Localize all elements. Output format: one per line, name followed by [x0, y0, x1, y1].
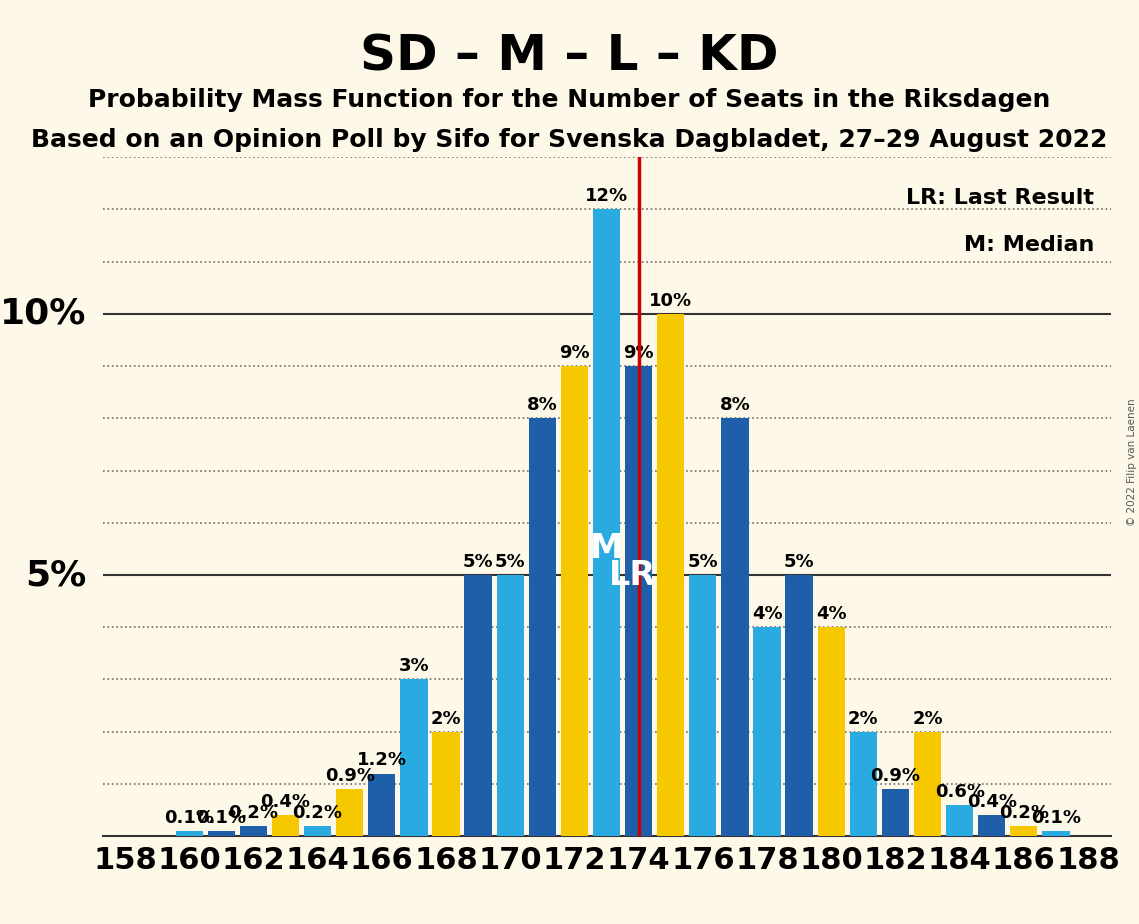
Text: 0.6%: 0.6% [935, 783, 984, 801]
Text: 5%: 5% [784, 553, 814, 571]
Bar [978, 815, 1006, 836]
Text: 0.1%: 0.1% [164, 808, 214, 827]
Text: LR: LR [608, 558, 656, 591]
Bar [528, 419, 556, 836]
Bar [593, 210, 620, 836]
Text: LR: Last Result: LR: Last Result [907, 188, 1095, 209]
Text: 12%: 12% [585, 188, 628, 205]
Bar [175, 831, 203, 836]
Bar [850, 732, 877, 836]
Bar [818, 627, 845, 836]
Bar [689, 575, 716, 836]
Text: 0.9%: 0.9% [870, 767, 920, 785]
Text: Probability Mass Function for the Number of Seats in the Riksdagen: Probability Mass Function for the Number… [89, 88, 1050, 112]
Text: 9%: 9% [559, 344, 590, 362]
Text: 10%: 10% [0, 297, 87, 331]
Bar [368, 773, 395, 836]
Bar [753, 627, 780, 836]
Bar [721, 419, 748, 836]
Bar [947, 805, 974, 836]
Text: 8%: 8% [527, 396, 558, 414]
Text: 0.2%: 0.2% [229, 804, 278, 821]
Bar [433, 732, 460, 836]
Bar [1042, 831, 1070, 836]
Bar [913, 732, 941, 836]
Text: 0.1%: 0.1% [196, 808, 246, 827]
Bar [400, 679, 427, 836]
Text: 0.2%: 0.2% [999, 804, 1049, 821]
Bar [465, 575, 492, 836]
Text: 5%: 5% [495, 553, 525, 571]
Text: 5%: 5% [25, 558, 87, 592]
Text: 2%: 2% [849, 710, 878, 727]
Bar [1010, 826, 1038, 836]
Bar [657, 314, 685, 836]
Text: 3%: 3% [399, 657, 429, 675]
Text: 5%: 5% [462, 553, 493, 571]
Text: 0.4%: 0.4% [967, 793, 1017, 811]
Bar [304, 826, 331, 836]
Text: 8%: 8% [720, 396, 751, 414]
Text: 2%: 2% [912, 710, 943, 727]
Bar [336, 789, 363, 836]
Text: 0.1%: 0.1% [1031, 808, 1081, 827]
Text: 0.4%: 0.4% [261, 793, 311, 811]
Text: 4%: 4% [816, 605, 846, 623]
Text: 0.2%: 0.2% [293, 804, 343, 821]
Bar [560, 366, 588, 836]
Text: Based on an Opinion Poll by Sifo for Svenska Dagbladet, 27–29 August 2022: Based on an Opinion Poll by Sifo for Sve… [31, 128, 1108, 152]
Bar [239, 826, 267, 836]
Bar [497, 575, 524, 836]
Text: © 2022 Filip van Laenen: © 2022 Filip van Laenen [1126, 398, 1137, 526]
Text: 0.9%: 0.9% [325, 767, 375, 785]
Bar [272, 815, 300, 836]
Text: M: M [590, 532, 623, 565]
Bar [882, 789, 909, 836]
Bar [207, 831, 235, 836]
Text: 2%: 2% [431, 710, 461, 727]
Text: SD – M – L – KD: SD – M – L – KD [360, 32, 779, 80]
Text: 5%: 5% [688, 553, 718, 571]
Bar [786, 575, 813, 836]
Text: 4%: 4% [752, 605, 782, 623]
Text: 9%: 9% [623, 344, 654, 362]
Text: M: Median: M: Median [964, 236, 1095, 255]
Bar [625, 366, 653, 836]
Text: 10%: 10% [649, 292, 693, 310]
Text: 1.2%: 1.2% [357, 751, 407, 770]
